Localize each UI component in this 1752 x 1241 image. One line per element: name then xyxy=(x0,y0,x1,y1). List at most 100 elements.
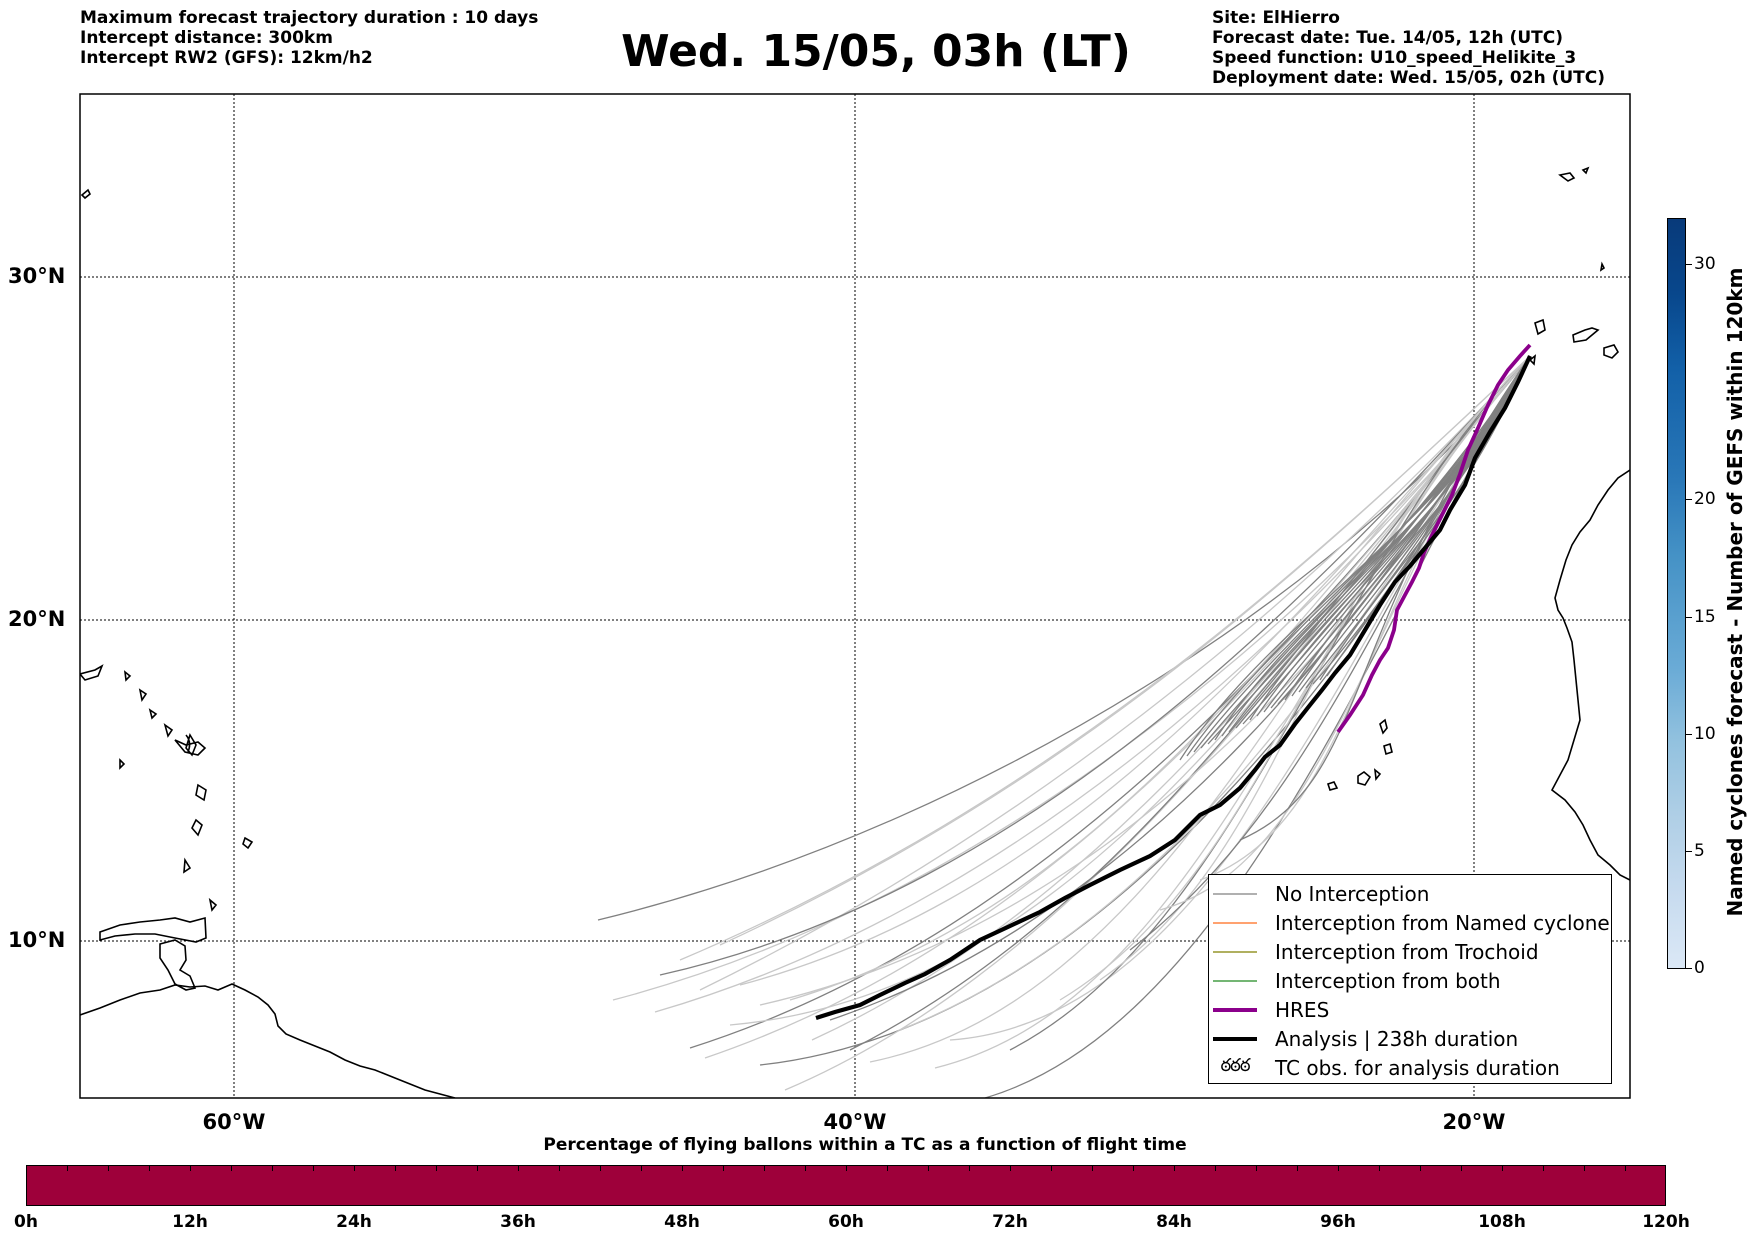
colorbar-minor-tick xyxy=(1584,1166,1585,1171)
max-duration-text: Maximum forecast trajectory duration : 1… xyxy=(80,8,539,28)
intercept-rw2-text: Intercept RW2 (GFS): 12km/h2 xyxy=(80,48,373,68)
colorbar-minor-tick xyxy=(1215,1166,1216,1171)
colorbar-minor-tick xyxy=(1051,1166,1052,1171)
ensemble-member-trajectory xyxy=(1298,355,1531,693)
flight-time-tick-label: 48h xyxy=(664,1212,700,1232)
colorbar-tick-label: 20 xyxy=(1694,489,1716,509)
legend-label: Interception from both xyxy=(1275,968,1501,993)
colorbar-minor-tick xyxy=(805,1166,806,1171)
analysis-trajectory xyxy=(815,355,1532,1021)
colorbar-minor-tick xyxy=(354,1166,355,1171)
legend-swatch-line xyxy=(1213,1006,1257,1014)
colorbar-minor-tick xyxy=(1461,1166,1462,1171)
flight-time-tick-label: 24h xyxy=(336,1212,372,1232)
colorbar-minor-tick xyxy=(682,1166,683,1171)
header-right: Site: ElHierro Forecast date: Tue. 14/05… xyxy=(1212,8,1605,88)
lat-label-10n: 10°N xyxy=(8,928,66,952)
colorbar-minor-tick xyxy=(1297,1166,1298,1171)
legend-item-named-cyclone: Interception from Named cyclone xyxy=(1209,908,1610,937)
colorbar-tick xyxy=(1686,851,1692,852)
ensemble-member-trajectory xyxy=(1099,355,1531,981)
colorbar-minor-tick xyxy=(1420,1166,1421,1171)
forecast-date-text: Forecast date: Tue. 14/05, 12h (UTC) xyxy=(1212,28,1563,48)
intercept-distance-text: Intercept distance: 300km xyxy=(80,28,333,48)
colorbar-minor-tick xyxy=(1338,1166,1339,1171)
lat-label-30n: 30°N xyxy=(8,264,66,288)
colorbar-minor-tick xyxy=(1174,1166,1175,1171)
colorbar-minor-tick xyxy=(313,1166,314,1171)
ensemble-member-trajectory xyxy=(597,355,1531,921)
legend-label: Analysis | 238h duration xyxy=(1275,1026,1519,1051)
header-left: Maximum forecast trajectory duration : 1… xyxy=(80,8,538,68)
ensemble-member-trajectory xyxy=(934,355,1531,1069)
colorbar-minor-tick xyxy=(231,1166,232,1171)
legend-item-both: Interception from both xyxy=(1209,966,1501,995)
lon-label-40w: 40°W xyxy=(823,1110,887,1134)
colorbar-minor-tick xyxy=(1256,1166,1257,1171)
legend-item-analysis: Analysis | 238h duration xyxy=(1209,1024,1518,1053)
coast-south-america xyxy=(80,983,456,1098)
ensemble-member-trajectory xyxy=(699,355,1531,991)
legend-label: HRES xyxy=(1275,997,1330,1022)
colorbar-tick xyxy=(1686,499,1692,500)
colorbar-minor-tick xyxy=(67,1166,68,1171)
flight-time-tick-label: 36h xyxy=(500,1212,536,1232)
deployment-date-text: Deployment date: Wed. 15/05, 02h (UTC) xyxy=(1212,68,1606,88)
legend: No Interception Interception from Named … xyxy=(1208,874,1612,1084)
colorbar-tick xyxy=(1686,734,1692,735)
ensemble-member-trajectory xyxy=(739,355,1531,986)
flight-time-tick-label: 0h xyxy=(14,1212,38,1232)
legend-item-no-interception: No Interception xyxy=(1209,879,1429,908)
colorbar-minor-tick xyxy=(928,1166,929,1171)
lat-label-20n: 20°N xyxy=(8,607,66,631)
colorbar-minor-tick xyxy=(1010,1166,1011,1171)
colorbar-tick xyxy=(1686,968,1692,969)
legend-swatch-line xyxy=(1213,1035,1257,1043)
colorbar-minor-tick xyxy=(641,1166,642,1171)
colorbar-minor-tick xyxy=(600,1166,601,1171)
colorbar-minor-tick xyxy=(764,1166,765,1171)
coast-madeira xyxy=(1558,166,1606,272)
colorbar-tick-label: 5 xyxy=(1694,841,1705,861)
cyclone-count-colorbar xyxy=(1667,218,1686,969)
coast-canary-islands xyxy=(1528,318,1619,366)
speed-function-text: Speed function: U10_speed_Helikite_3 xyxy=(1212,48,1577,68)
colorbar-tick xyxy=(1686,264,1692,265)
colorbar-minor-tick xyxy=(559,1166,560,1171)
legend-swatch-line xyxy=(1213,919,1257,927)
page-title: Wed. 15/05, 03h (LT) xyxy=(621,26,1131,77)
lon-label-60w: 60°W xyxy=(202,1110,266,1134)
legend-label: TC obs. for analysis duration xyxy=(1275,1055,1560,1080)
map-frame xyxy=(79,93,1631,1099)
coast-trinidad xyxy=(159,939,197,991)
flight-time-tick-label: 84h xyxy=(1156,1212,1192,1232)
ensemble-member-trajectory xyxy=(1312,355,1531,685)
coast-west-africa xyxy=(1550,469,1630,881)
colorbar-minor-tick xyxy=(1092,1166,1093,1171)
colorbar-minor-tick xyxy=(395,1166,396,1171)
legend-swatch-line xyxy=(1213,948,1257,956)
colorbar-minor-tick xyxy=(1379,1166,1380,1171)
lon-label-20w: 20°W xyxy=(1442,1110,1506,1134)
ensemble-member-trajectory xyxy=(659,355,1531,976)
coast-paria xyxy=(99,916,207,943)
legend-label: No Interception xyxy=(1275,881,1430,906)
ensemble-member-trajectory xyxy=(1009,355,1531,1051)
colorbar-minor-tick xyxy=(969,1166,970,1171)
colorbar-right-label: Named cyclones forecast - Number of GEFS… xyxy=(1723,267,1747,917)
colorbar-minor-tick xyxy=(272,1166,273,1171)
flight-time-tick-label: 72h xyxy=(992,1212,1028,1232)
coast-lesser-antilles xyxy=(183,733,254,912)
flight-time-tick-label: 12h xyxy=(172,1212,208,1232)
colorbar-minor-tick xyxy=(108,1166,109,1171)
legend-swatch-line xyxy=(1213,977,1257,985)
legend-item-trochoid: Interception from Trochoid xyxy=(1209,937,1539,966)
colorbar-minor-tick xyxy=(1543,1166,1544,1171)
coast-north-atlantic-small xyxy=(80,188,92,200)
colorbar-tick-label: 10 xyxy=(1694,724,1716,744)
colorbar-minor-tick xyxy=(149,1166,150,1171)
ensemble-trajectories xyxy=(597,355,1531,1098)
ensemble-member-trajectory xyxy=(1059,355,1531,1001)
